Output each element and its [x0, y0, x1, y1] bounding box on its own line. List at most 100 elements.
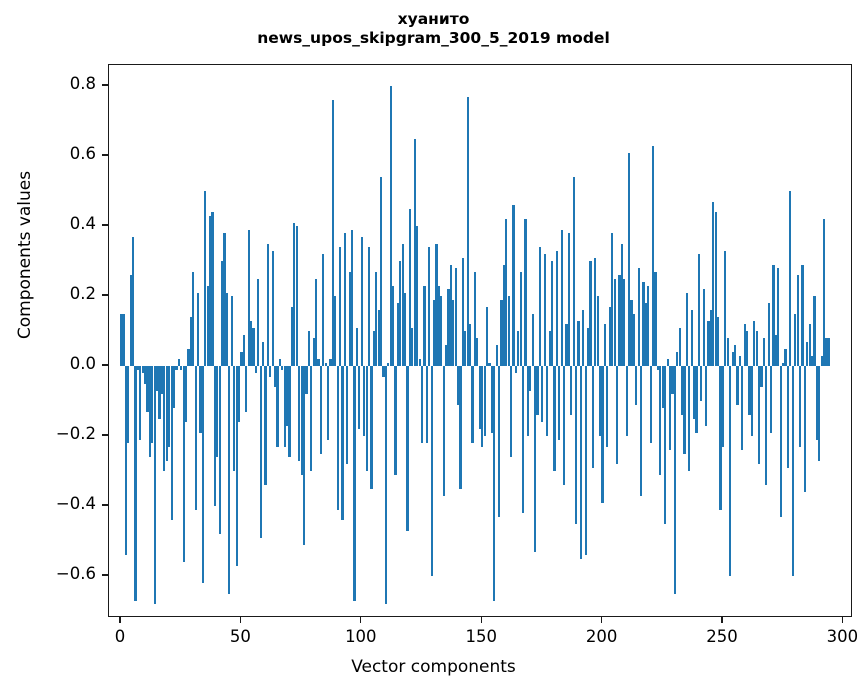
bar — [562, 366, 566, 485]
bar — [794, 313, 797, 366]
x-tick-label: 50 — [229, 627, 251, 646]
bar — [192, 271, 195, 366]
bar — [290, 306, 294, 366]
bar — [695, 366, 698, 433]
bar — [221, 261, 224, 366]
bar — [247, 229, 250, 366]
bar — [440, 296, 443, 366]
bar — [372, 331, 375, 366]
bar — [425, 366, 428, 443]
bar — [495, 345, 498, 366]
y-tick-label: 0.4 — [69, 214, 96, 233]
bar — [606, 366, 609, 447]
bar — [165, 366, 168, 461]
y-tick-label: 0.6 — [69, 144, 96, 163]
bar — [175, 366, 178, 370]
bar — [490, 366, 493, 433]
bar — [264, 366, 267, 485]
bar — [324, 362, 327, 366]
bar — [789, 191, 792, 366]
bar — [452, 299, 455, 366]
bar — [449, 264, 452, 366]
bar — [810, 355, 814, 366]
bar — [635, 366, 638, 405]
bar — [570, 366, 573, 415]
bar — [329, 359, 332, 366]
bar — [341, 366, 344, 520]
bar-series — [109, 65, 851, 616]
bar — [413, 138, 416, 366]
bar — [151, 366, 154, 443]
bar — [683, 366, 686, 454]
bar — [733, 345, 737, 366]
bar — [122, 313, 125, 366]
bar — [141, 366, 144, 373]
bar — [623, 278, 626, 366]
bar — [382, 366, 385, 377]
bar — [163, 366, 166, 471]
bar — [228, 366, 231, 594]
bar — [420, 366, 424, 443]
bar — [820, 355, 823, 366]
bar — [389, 86, 392, 366]
bar — [659, 366, 662, 475]
bar — [587, 327, 590, 366]
bar — [611, 233, 614, 366]
bar — [488, 362, 491, 366]
bar — [615, 366, 619, 464]
bar — [322, 254, 325, 366]
bar — [707, 320, 710, 366]
bar — [579, 366, 582, 559]
bar — [206, 285, 209, 366]
bar — [558, 366, 561, 440]
bar — [582, 310, 585, 366]
bar — [772, 264, 775, 366]
bar — [546, 366, 549, 436]
bar — [536, 366, 539, 415]
bar — [334, 296, 337, 366]
bar — [601, 366, 604, 503]
bar — [786, 366, 790, 468]
bar — [459, 366, 462, 489]
bar — [310, 366, 313, 471]
y-tick-mark — [102, 84, 108, 86]
bar — [644, 303, 648, 366]
bar — [442, 366, 445, 496]
bar — [404, 292, 407, 366]
bar — [351, 229, 354, 366]
bar — [286, 366, 289, 426]
bar — [808, 324, 811, 366]
bar — [678, 327, 681, 366]
bar — [377, 310, 380, 366]
bar — [676, 352, 679, 366]
bar — [172, 366, 176, 408]
bar — [430, 366, 433, 576]
bar — [189, 317, 192, 366]
bar — [575, 366, 578, 524]
y-tick-label: −0.2 — [55, 424, 96, 443]
bar — [714, 212, 717, 366]
bar — [399, 261, 402, 366]
bar — [444, 345, 448, 366]
bar — [156, 366, 159, 391]
bar — [252, 327, 255, 366]
bar — [620, 243, 623, 366]
bar — [507, 296, 510, 366]
bar — [596, 296, 599, 366]
bar — [127, 366, 130, 443]
bar — [524, 219, 527, 366]
x-tick-label: 300 — [826, 627, 859, 646]
bar — [283, 366, 286, 447]
bar — [379, 177, 383, 366]
bar — [401, 243, 404, 366]
bar — [471, 366, 474, 443]
bar — [307, 331, 310, 366]
bar — [745, 331, 749, 366]
x-tick-label: 150 — [465, 627, 497, 646]
chart-title: хуанито news_upos_skipgram_300_5_2019 mo… — [0, 10, 867, 47]
bar — [815, 366, 818, 440]
bar — [300, 366, 303, 475]
bar — [719, 366, 722, 510]
bar — [384, 366, 387, 604]
bar — [276, 366, 279, 447]
